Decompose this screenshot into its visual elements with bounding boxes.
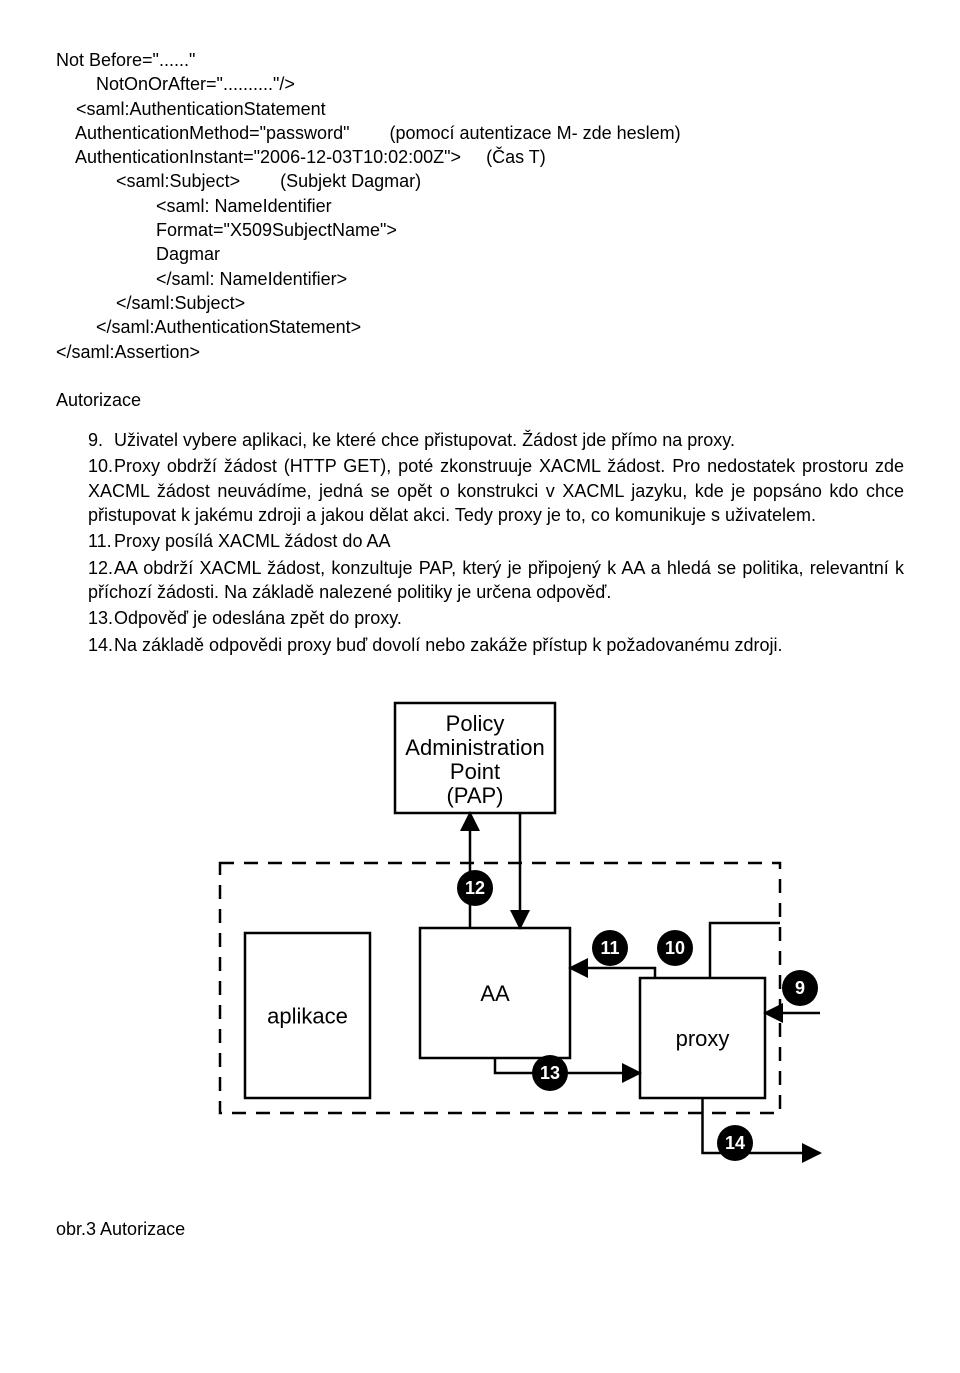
step-text: AA obdrží XACML žádost, konzultuje PAP, … <box>88 558 904 602</box>
xml-comment: (Subjekt Dagmar) <box>280 171 421 191</box>
svg-text:proxy: proxy <box>676 1026 730 1051</box>
svg-text:aplikace: aplikace <box>267 1003 348 1028</box>
step-number: 10. <box>88 454 114 478</box>
step-number: 12. <box>88 556 114 580</box>
svg-text:Point: Point <box>450 759 500 784</box>
xml-line: AuthenticationInstant="2006-12-03T10:02:… <box>75 147 461 167</box>
xml-comment: (pomocí autentizace M- zde heslem) <box>389 123 680 143</box>
xml-line: Not Before="......" <box>56 50 195 70</box>
xml-line: </saml: NameIdentifier> <box>156 269 347 289</box>
svg-text:10: 10 <box>665 938 685 958</box>
xml-line: </saml:Assertion> <box>56 342 200 362</box>
figure-caption: obr.3 Autorizace <box>56 1217 904 1241</box>
svg-text:AA: AA <box>480 981 510 1006</box>
step-item: 9.Uživatel vybere aplikaci, ke které chc… <box>88 428 904 452</box>
step-text: Proxy obdrží žádost (HTTP GET), poté zko… <box>88 456 904 525</box>
xml-line: NotOnOrAfter=".........."/> <box>96 74 295 94</box>
xml-comment: (Čas T) <box>486 147 546 167</box>
step-number: 9. <box>88 428 114 452</box>
step-item: 10.Proxy obdrží žádost (HTTP GET), poté … <box>88 454 904 527</box>
step-text: Proxy posílá XACML žádost do AA <box>114 531 390 551</box>
step-text: Odpověď je odeslána zpět do proxy. <box>114 608 402 628</box>
step-number: 13. <box>88 606 114 630</box>
svg-text:Administration: Administration <box>405 735 544 760</box>
xml-line: Dagmar <box>156 244 220 264</box>
xml-line: <saml:AuthenticationStatement <box>76 99 326 119</box>
xml-line: </saml:Subject> <box>116 293 245 313</box>
step-text: Uživatel vybere aplikaci, ke které chce … <box>114 430 735 450</box>
step-number: 11. <box>88 529 114 553</box>
step-item: 11.Proxy posílá XACML žádost do AA <box>88 529 904 553</box>
svg-text:12: 12 <box>465 878 485 898</box>
xml-line: </saml:AuthenticationStatement> <box>96 317 361 337</box>
xml-line: <saml: NameIdentifier <box>156 196 332 216</box>
svg-text:14: 14 <box>725 1133 745 1153</box>
section-heading: Autorizace <box>56 388 904 412</box>
xml-code-block: Not Before="......" NotOnOrAfter="......… <box>56 48 904 364</box>
xml-line: Format="X509SubjectName"> <box>156 220 397 240</box>
step-item: 12.AA obdrží XACML žádost, konzultuje PA… <box>88 556 904 605</box>
svg-text:(PAP): (PAP) <box>446 783 503 808</box>
xml-line: AuthenticationMethod="password" <box>75 123 349 143</box>
xml-line: <saml:Subject> <box>116 171 240 191</box>
svg-text:Policy: Policy <box>446 711 505 736</box>
step-item: 13.Odpověď je odeslána zpět do proxy. <box>88 606 904 630</box>
svg-text:11: 11 <box>600 938 619 958</box>
svg-text:9: 9 <box>795 978 805 998</box>
step-text: Na základě odpovědi proxy buď dovolí neb… <box>114 635 782 655</box>
steps-list: 9.Uživatel vybere aplikaci, ke které chc… <box>56 428 904 657</box>
step-item: 14.Na základě odpovědi proxy buď dovolí … <box>88 633 904 657</box>
step-number: 14. <box>88 633 114 657</box>
svg-text:13: 13 <box>540 1063 560 1083</box>
authorization-diagram: PolicyAdministrationPoint(PAP) aplikace AA… <box>120 693 840 1183</box>
